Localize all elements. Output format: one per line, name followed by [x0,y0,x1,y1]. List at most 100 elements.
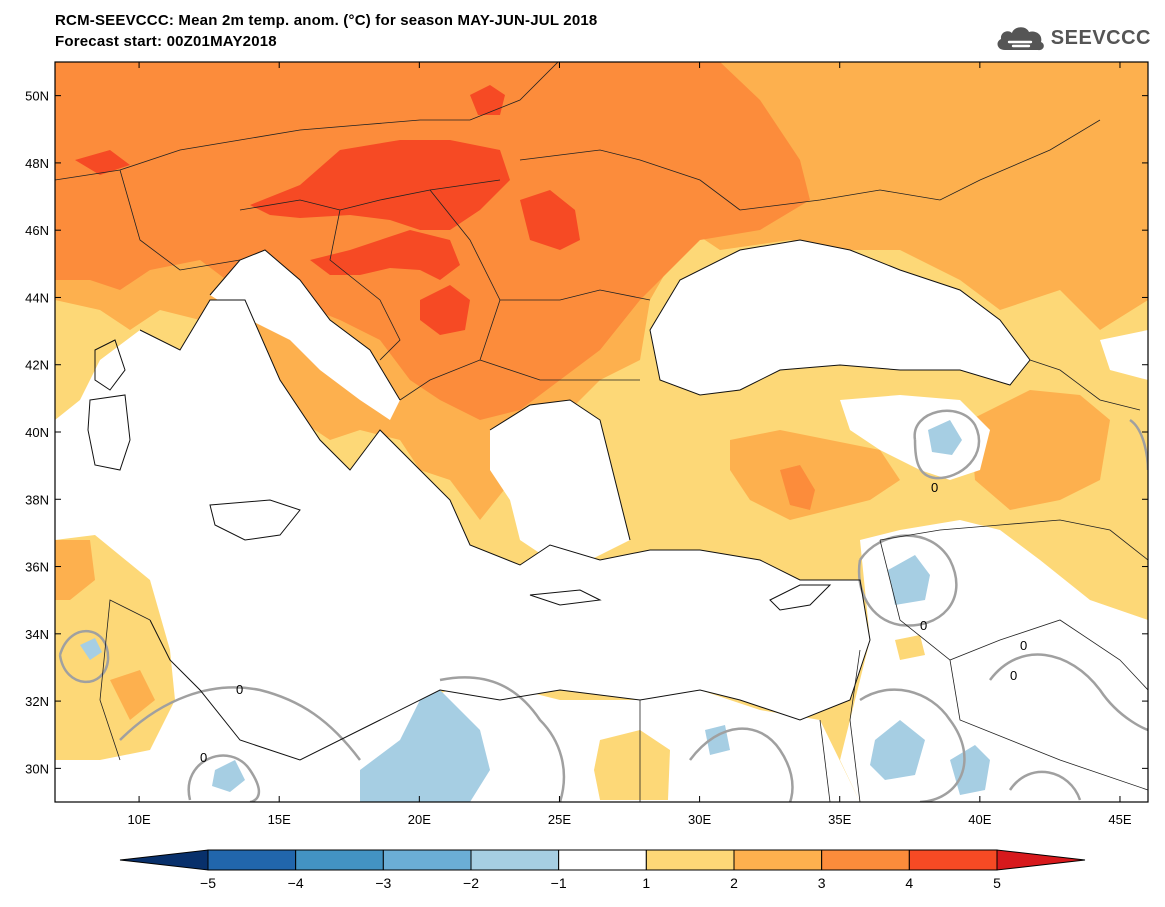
zero-contour-line [859,688,966,802]
border-line [479,359,640,381]
colorbar-swatch [733,849,823,871]
cyprus-coast [769,584,832,611]
lat-tick-label: 40N [25,425,49,440]
colorbar-swatch [645,849,735,871]
border-line [519,149,741,211]
field-below-minus1-algeria [80,638,102,660]
colorbar-swatch [470,849,560,871]
border-line [119,169,241,271]
border-line [879,519,1148,561]
field-above-4-hungary [250,140,510,230]
field-below-minus1-turkey [928,420,962,455]
sardinia-coast [87,394,131,471]
lon-tick-label: 35E [828,812,851,827]
latitude-axis: 50N 48N 46N 44N 42N 40N 38N 36N 34N 32N 30N [25,89,1148,776]
field-below-minus1-saudi [950,745,990,795]
field-above-2-tunisia [55,540,95,600]
lat-tick-label: 36N [25,560,49,575]
lat-tick-label: 46N [25,223,49,238]
colorbar-label: −3 [375,875,391,891]
lon-tick-label: 15E [268,812,291,827]
map-title: RCM-SEEVCCC: Mean 2m temp. anom. (°C) fo… [55,12,598,29]
colorbar-swatch [558,849,647,871]
colorbar-label: 1 [642,875,650,891]
zero-contour-line [689,727,794,802]
lon-tick-label: 40E [968,812,991,827]
contour-label: 0 [236,682,243,697]
country-borders [55,62,1148,802]
colorbar: −5 −4 −3 −2 −1 1 2 3 4 5 [119,849,1086,891]
contour-label: 0 [1020,638,1027,653]
border-line [239,179,501,211]
sicily-coast [209,499,301,541]
colorbar-max-arrow [996,849,1086,871]
lat-tick-label: 48N [25,156,49,171]
field-above-4-serbia [420,285,470,335]
colorbar-label: −2 [463,875,479,891]
field-above-1-sinai [895,635,925,660]
longitude-axis: 10E 15E 20E 25E 30E 35E 40E 45E [128,62,1132,827]
field-above-1-egypt [594,730,670,800]
field-above-4-romania [520,190,580,250]
zero-contour-line [989,653,1148,732]
field-above-4-west [75,150,130,175]
colorbar-label: −5 [200,875,216,891]
logo-text: SEEVCCC [1050,26,1151,49]
field-above-4-balkans [310,230,460,280]
zero-contours [58,409,1148,802]
zero-contour-line [1008,770,1082,801]
seevccc-logo: SEEVCCC [993,22,1151,54]
contour-label: 0 [931,480,938,495]
colorbar-label: 5 [993,875,1001,891]
border-line [849,649,861,802]
border-line [429,189,651,301]
lat-tick-label: 32N [25,694,49,709]
field-above-3-anatolia [780,465,815,510]
crete-coast [529,589,602,606]
lat-tick-label: 42N [25,358,49,373]
coastlines [87,239,1031,761]
field-below-minus1-syria [888,555,930,605]
colorbar-swatch [382,849,472,871]
lat-tick-label: 50N [25,89,49,104]
lon-tick-label: 25E [548,812,571,827]
lat-tick-label: 38N [25,492,49,507]
cloud-icon [997,27,1044,51]
border-line [879,539,1148,691]
colorbar-min-arrow [119,849,209,871]
border-line [329,209,401,361]
zero-contour-line [913,409,981,480]
colorbar-label: −1 [551,875,567,891]
forecast-start-label: Forecast start: 00Z01MAY2018 [55,33,277,50]
border-line [1029,359,1141,411]
field-above-2-anatolia [730,430,900,520]
contour-label: 0 [200,750,207,765]
lon-tick-label: 30E [688,812,711,827]
field-below-minus1-libya-b [212,760,245,792]
border-line [819,719,831,802]
lat-tick-label: 34N [25,627,49,642]
colorbar-swatch [908,849,998,871]
lon-tick-label: 20E [408,812,431,827]
zero-contour-line [58,629,110,684]
corsica-coast [94,339,126,391]
lat-tick-label: 44N [25,290,49,305]
zero-contour-line [187,754,261,802]
sea-caspian-edge [1100,330,1148,380]
lon-tick-label: 10E [128,812,151,827]
field-above-4-north [470,85,505,115]
zero-contour-line [439,676,566,802]
contour-label: 0 [920,618,927,633]
anomaly-field: 0 0 0 0 0 0 [55,62,1148,802]
black-sea-coast [649,239,1031,396]
field-below-minus1-libya [360,690,490,802]
field-below-minus1-jordan [870,720,925,780]
border-line [739,119,1101,211]
border-line [55,62,559,181]
colorbar-swatch [821,849,910,871]
border-line [99,599,151,761]
border-line [399,299,501,401]
contour-label: 0 [1010,668,1017,683]
colorbar-label: 3 [818,875,826,891]
